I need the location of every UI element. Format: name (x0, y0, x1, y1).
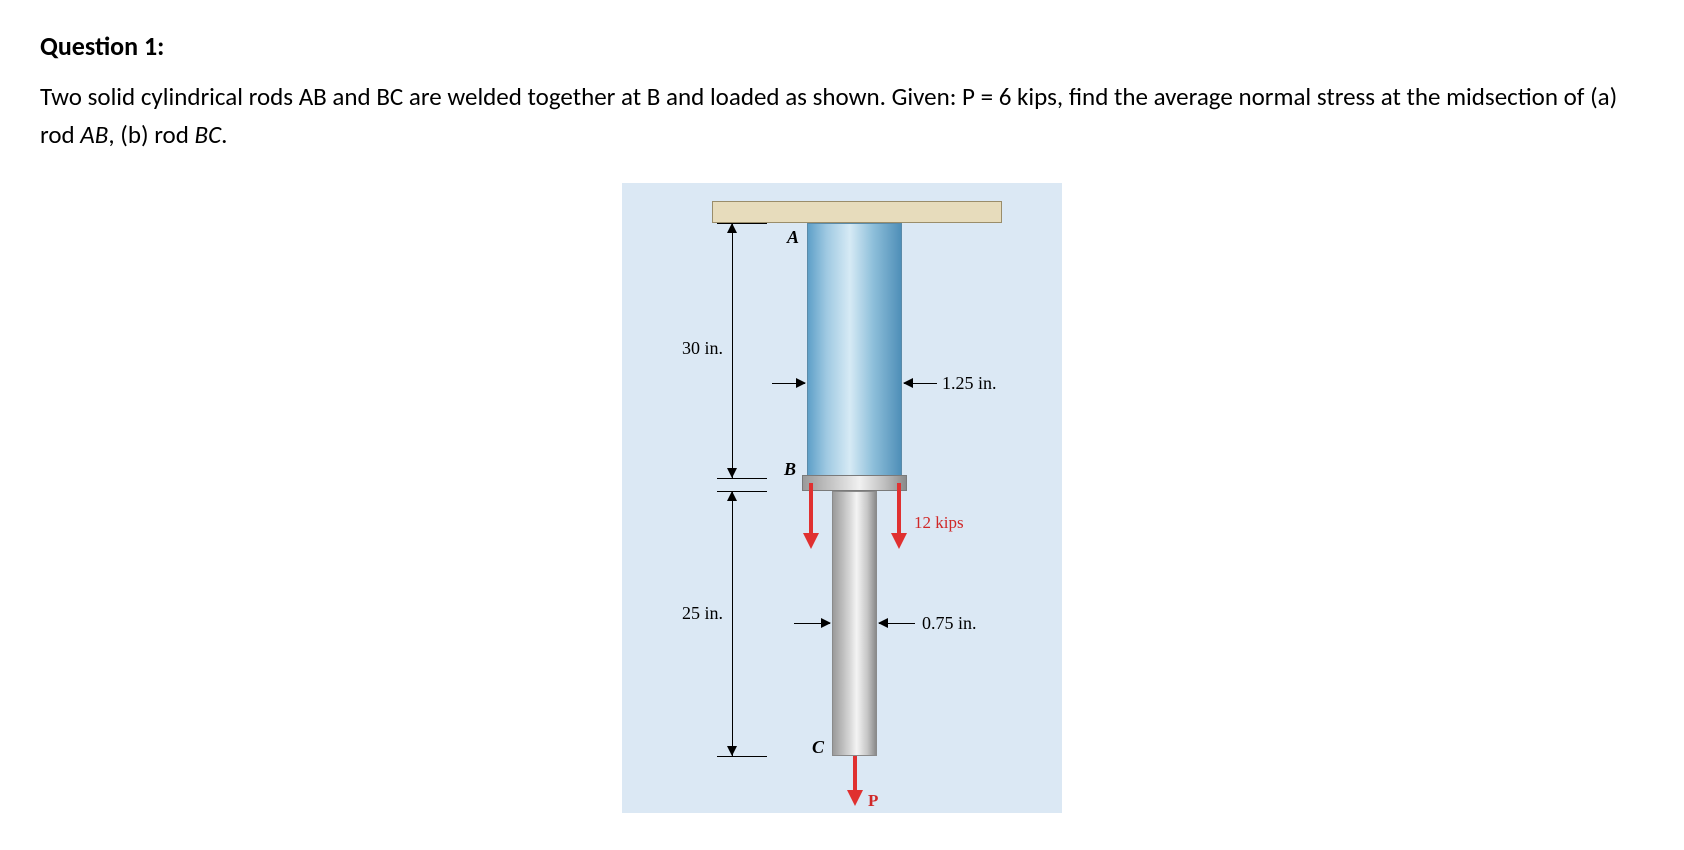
dia-bc-arrow-right (879, 623, 915, 624)
load-b-arrow-right (890, 483, 908, 549)
q-text-bc: BC (195, 119, 222, 150)
figure-container: A B C 30 in. 25 in. 1.25 in. 0.75 in. 12… (40, 183, 1644, 813)
q-text-part1: Two solid cylindrical rods AB and BC are… (40, 81, 1617, 150)
dim-tick (717, 478, 767, 479)
point-a-label: A (787, 227, 799, 248)
question-text: Two solid cylindrical rods AB and BC are… (40, 78, 1644, 153)
dim-tick (717, 491, 767, 492)
dim-ab-line (732, 223, 733, 478)
dim-tick (717, 756, 767, 757)
q-text-end: . (221, 119, 227, 150)
load-b-label: 12 kips (914, 513, 964, 533)
q-text-mid: , (b) rod (108, 119, 194, 150)
dia-ab-arrow-right (904, 383, 937, 384)
dia-bc-label: 0.75 in. (922, 613, 977, 634)
q-text-ab: AB (80, 119, 108, 150)
dim-bc-label: 25 in. (682, 603, 723, 624)
fixed-support (712, 201, 1002, 223)
rods-figure: A B C 30 in. 25 in. 1.25 in. 0.75 in. 12… (622, 183, 1062, 813)
dim-bc-line (732, 491, 733, 756)
dia-ab-label: 1.25 in. (942, 373, 997, 394)
rod-ab (807, 223, 902, 478)
point-c-label: C (812, 737, 824, 758)
dia-ab-arrow-left (772, 383, 805, 384)
load-p-arrow (846, 756, 864, 806)
dia-bc-arrow-left (794, 623, 830, 624)
load-b-arrow-left (802, 483, 820, 549)
dim-ab-label: 30 in. (682, 338, 723, 359)
rod-bc (832, 491, 877, 756)
load-p-label: P (868, 791, 878, 811)
question-title: Question 1: (40, 30, 1644, 62)
dim-tick (717, 223, 767, 224)
point-b-label: B (784, 459, 796, 480)
